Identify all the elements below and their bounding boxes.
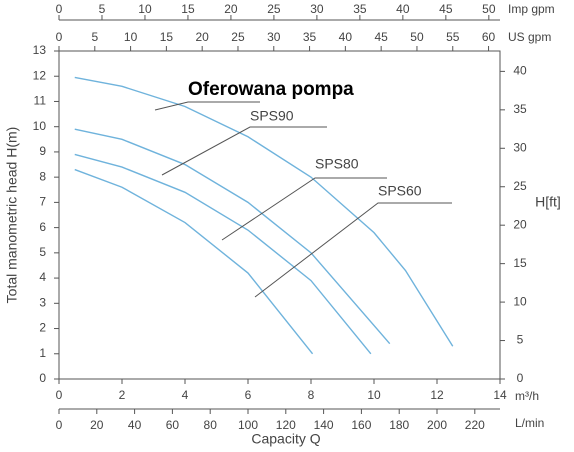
y-tick-label: 6 xyxy=(39,220,46,234)
x-tick-label: 50 xyxy=(482,2,496,16)
curve xyxy=(74,128,391,345)
x-tick-label: 15 xyxy=(181,2,195,16)
y2-tick-label: 20 xyxy=(513,217,527,231)
x-tick-label: 60 xyxy=(482,30,496,44)
x-unit: m³/h xyxy=(515,389,539,403)
x-tick-label: 220 xyxy=(465,418,485,432)
x-tick-label: 14 xyxy=(493,388,507,402)
y-tick-label: 3 xyxy=(39,295,46,309)
y2-tick-label: 30 xyxy=(513,140,527,154)
y2-tick-label: 0 xyxy=(517,371,524,385)
y-tick-label: 5 xyxy=(39,245,46,259)
y-tick-label: 2 xyxy=(39,321,46,335)
y2-tick-label: 40 xyxy=(513,64,527,78)
y-tick-label: 0 xyxy=(39,371,46,385)
x-tick-label: 0 xyxy=(56,2,63,16)
curve xyxy=(74,168,314,355)
x-tick-label: 25 xyxy=(231,30,245,44)
axis-unit: US gpm xyxy=(508,30,551,44)
y-tick-label: 9 xyxy=(39,144,46,158)
x-tick-label: 120 xyxy=(276,418,296,432)
x-tick-label: 80 xyxy=(204,418,218,432)
y-tick-label: 12 xyxy=(33,68,47,82)
y-tick-label: 4 xyxy=(39,270,46,284)
x-tick-label: 25 xyxy=(267,2,281,16)
x-tick-label: 160 xyxy=(351,418,371,432)
x-axis-title: Capacity Q xyxy=(251,431,320,447)
y-tick-label: 1 xyxy=(39,346,46,360)
y2-axis-title: H[ft] xyxy=(535,194,561,210)
x-tick-label: 180 xyxy=(389,418,409,432)
x-tick-label: 45 xyxy=(374,30,388,44)
x-tick-label: 5 xyxy=(91,30,98,44)
annotation: SPS90 xyxy=(250,108,294,124)
y2-tick-label: 35 xyxy=(513,102,527,116)
x-tick-label: 35 xyxy=(303,30,317,44)
x-tick-label: 20 xyxy=(90,418,104,432)
curve xyxy=(74,76,454,347)
y2-tick-label: 10 xyxy=(513,294,527,308)
y-tick-label: 8 xyxy=(39,169,46,183)
annotation: SPS80 xyxy=(315,156,359,172)
x-tick-label: 20 xyxy=(224,2,238,16)
x-tick-label: 15 xyxy=(160,30,174,44)
y-tick-label: 7 xyxy=(39,195,46,209)
x-tick-label: 200 xyxy=(427,418,447,432)
x-tick-label: 10 xyxy=(124,30,138,44)
x-tick-label: 5 xyxy=(99,2,106,16)
y2-tick-label: 25 xyxy=(513,179,527,193)
x-tick-label: 55 xyxy=(446,30,460,44)
y-axis-title: Total manometric head H(m) xyxy=(4,127,20,304)
x-tick-label: 20 xyxy=(196,30,210,44)
y-tick-label: 13 xyxy=(33,43,47,57)
leader-line xyxy=(254,202,452,298)
x-tick-label: 50 xyxy=(410,30,424,44)
y2-tick-label: 15 xyxy=(513,256,527,270)
x-tick-label: 140 xyxy=(314,418,334,432)
x-tick-label: 0 xyxy=(56,418,63,432)
plot-frame xyxy=(58,50,501,380)
y2-tick-label: 5 xyxy=(517,333,524,347)
leader-line xyxy=(221,177,387,241)
axis-unit: L/min xyxy=(515,416,544,430)
x-tick-label: 0 xyxy=(56,388,63,402)
annotation: Oferowana pompa xyxy=(188,79,354,100)
x-tick-label: 45 xyxy=(439,2,453,16)
annotation: SPS60 xyxy=(378,183,422,199)
x-tick-label: 10 xyxy=(138,2,152,16)
leader-line xyxy=(154,101,260,111)
x-tick-label: 6 xyxy=(245,388,252,402)
curve xyxy=(74,153,372,355)
leader-line xyxy=(161,126,327,176)
y-tick-label: 11 xyxy=(34,94,47,108)
x-tick-label: 40 xyxy=(396,2,410,16)
x-tick-label: 30 xyxy=(310,2,324,16)
x-tick-label: 10 xyxy=(367,388,381,402)
x-tick-label: 0 xyxy=(56,30,63,44)
x-tick-label: 4 xyxy=(182,388,189,402)
x-tick-label: 40 xyxy=(128,418,142,432)
x-tick-label: 60 xyxy=(166,418,180,432)
x-tick-label: 35 xyxy=(353,2,367,16)
x-tick-label: 40 xyxy=(339,30,353,44)
x-tick-label: 8 xyxy=(308,388,315,402)
x-tick-label: 100 xyxy=(238,418,258,432)
axis-unit: Imp gpm xyxy=(508,2,555,16)
y-tick-label: 10 xyxy=(33,119,47,133)
x-tick-label: 12 xyxy=(430,388,444,402)
x-tick-label: 2 xyxy=(119,388,126,402)
x-tick-label: 30 xyxy=(267,30,281,44)
